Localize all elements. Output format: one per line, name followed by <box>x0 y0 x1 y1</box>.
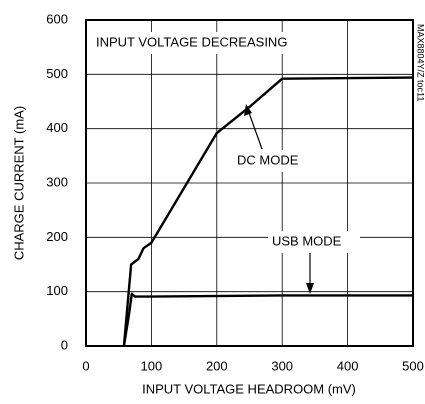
x-tick-label: 500 <box>402 358 424 373</box>
y-tick-label: 300 <box>46 174 68 189</box>
annotation: USB MODE <box>272 233 342 248</box>
x-tick-label: 400 <box>337 358 359 373</box>
plot-frame <box>85 19 414 347</box>
annotation-bg <box>268 231 360 253</box>
arrowhead <box>244 104 252 116</box>
y-tick-label: 0 <box>61 337 68 352</box>
y-tick-label: 600 <box>46 11 68 26</box>
annotation-bg <box>232 150 310 172</box>
arrow <box>247 109 263 150</box>
annotation: INPUT VOLTAGE DECREASING <box>96 34 287 49</box>
x-axis-label: INPUT VOLTAGE HEADROOM (mV) <box>142 381 356 396</box>
x-tick-label: 200 <box>206 358 228 373</box>
annotation: DC MODE <box>237 152 299 167</box>
x-tick-label: 300 <box>271 358 293 373</box>
y-tick-label: 400 <box>46 120 68 135</box>
annotation-bg <box>90 32 310 54</box>
y-axis-label: CHARGE CURRENT (mA) <box>11 106 26 260</box>
data-line <box>122 292 413 347</box>
side-note: MAX8804Y/Z toc11 <box>416 24 425 101</box>
y-tick-label: 100 <box>46 283 68 298</box>
x-tick-label: 100 <box>141 358 163 373</box>
data-line <box>122 76 414 347</box>
y-tick-label: 200 <box>46 229 68 244</box>
arrowhead <box>306 283 314 294</box>
y-tick-label: 500 <box>46 66 68 81</box>
x-tick-label: 0 <box>82 358 89 373</box>
